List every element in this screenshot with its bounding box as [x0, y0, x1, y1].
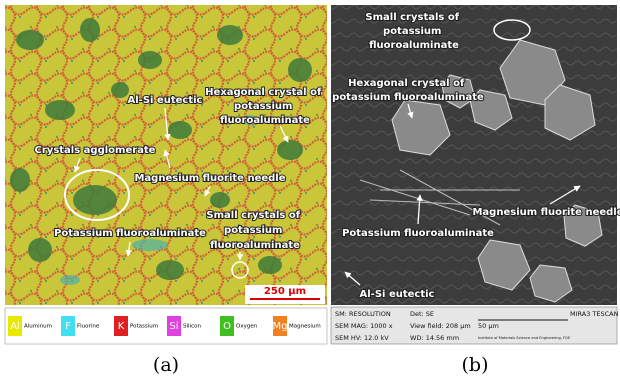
caption: (a)	[153, 354, 179, 376]
info-text: SM: RESOLUTION	[335, 310, 391, 318]
info-text: Det: SE	[410, 310, 434, 318]
panel-b: Small crystals of potassium fluoroalumin…	[331, 5, 620, 376]
legend-name: Silicon	[183, 324, 201, 330]
scale-bar-label: 250 μm	[264, 286, 306, 297]
annotation: Al-Si eutectic	[128, 95, 203, 106]
info-text: SEM MAG: 1000 x	[335, 322, 393, 330]
info-text: SEM HV: 12.0 kV	[335, 334, 389, 342]
legend-symbol: Mg	[273, 321, 288, 332]
annotation: Potassium fluoroaluminate	[54, 228, 206, 239]
legend-name: Aluminum	[24, 324, 52, 330]
legend-name: Oxygen	[236, 324, 258, 330]
legend-name: Magnesium	[289, 324, 321, 330]
caption: (b)	[462, 354, 489, 376]
legend-symbol: Si	[169, 321, 178, 332]
legend-symbol: O	[223, 321, 231, 332]
legend-name: Fluorine	[77, 324, 100, 330]
page: Al-Si eutectic Hexagonal crystal of pota…	[0, 0, 620, 377]
annotation: Potassium fluoroaluminate	[342, 228, 494, 239]
info-text: Institute of Materials Science and Engin…	[478, 336, 571, 340]
annotation: Crystals agglomerate	[35, 145, 156, 156]
annotation: Magnesium fluorite needle	[134, 173, 285, 184]
figure: Al-Si eutectic Hexagonal crystal of pota…	[0, 0, 620, 377]
legend-symbol: Al	[10, 321, 20, 332]
info-text: MIRA3 TESCAN	[570, 310, 619, 318]
annotation: Al-Si eutectic	[360, 289, 435, 300]
legend-name: Potassium	[130, 324, 158, 330]
info-text: View field: 208 μm	[410, 322, 471, 330]
panel-a: Al-Si eutectic Hexagonal crystal of pota…	[5, 5, 327, 376]
legend-symbol: K	[118, 321, 125, 332]
info-text: WD: 14.56 mm	[410, 334, 459, 342]
legend-symbol: F	[65, 321, 71, 332]
info-text: 50 μm	[478, 322, 499, 330]
annotation: Magnesium fluorite needle	[472, 207, 620, 218]
